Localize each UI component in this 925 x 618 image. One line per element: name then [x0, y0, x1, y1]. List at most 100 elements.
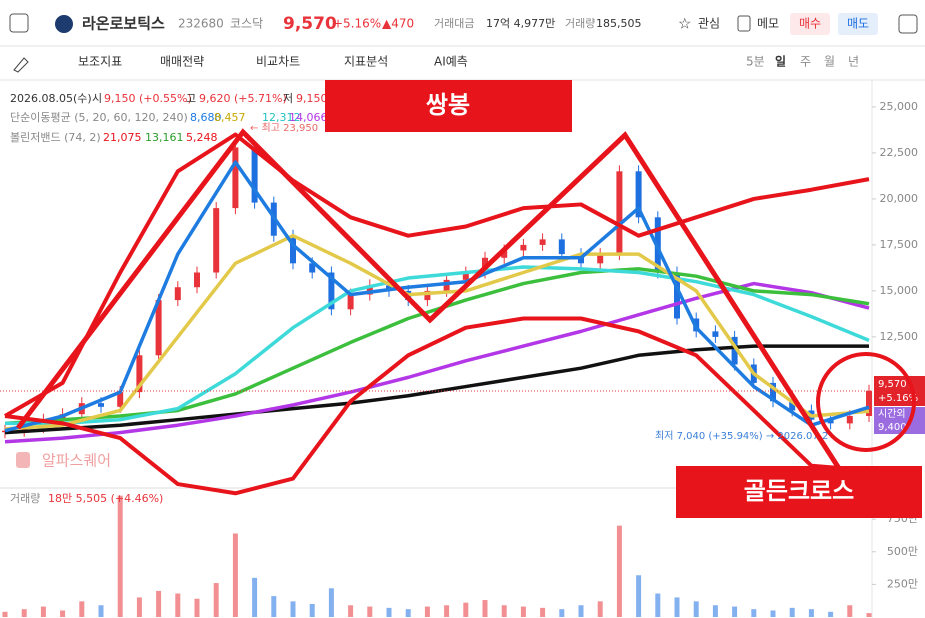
volume-bar — [136, 597, 142, 617]
pattern-line — [16, 128, 843, 472]
volume-bar — [636, 575, 642, 617]
bb-value: 21,075 — [103, 131, 142, 144]
period-tab[interactable]: 5분 — [746, 55, 765, 69]
volume-bar — [367, 606, 373, 617]
panel-icon[interactable] — [898, 14, 918, 34]
candle — [443, 279, 450, 291]
candle — [635, 171, 642, 218]
candle — [174, 287, 181, 301]
toolbar-item[interactable]: AI예측 — [434, 55, 468, 69]
volume-bar — [117, 495, 123, 617]
amount-label: 거래대금 — [434, 17, 474, 30]
volume-bar — [98, 605, 104, 617]
volume-tick-label: 250만 — [887, 577, 918, 590]
candle — [155, 300, 162, 356]
candle — [674, 272, 680, 319]
candle — [866, 390, 872, 417]
candle — [558, 239, 565, 255]
period-tab[interactable]: 일 — [775, 55, 786, 69]
volume-label: 거래량 — [565, 17, 595, 30]
sidebar-icon[interactable] — [9, 13, 29, 33]
candle — [597, 254, 604, 264]
volume-bar — [40, 606, 46, 617]
volume-bar — [712, 605, 718, 617]
volume-bar — [847, 605, 853, 617]
volume-value: 18만 5,505 (+4.46%) — [48, 492, 163, 505]
buy-button[interactable]: 매수 — [799, 17, 821, 31]
period-tab[interactable]: 년 — [848, 55, 859, 69]
candle — [501, 250, 508, 258]
highlight-circle — [816, 352, 916, 452]
label: 시 — [92, 92, 102, 105]
volume: 185,505 — [596, 17, 642, 30]
memo-button[interactable]: 메모 — [757, 17, 779, 31]
volume-bar — [655, 593, 661, 617]
ma-value: 12,312 — [262, 111, 301, 124]
watch-button[interactable]: 관심 — [698, 17, 720, 31]
ma-value: 8,457 — [214, 111, 246, 124]
memo-icon[interactable] — [737, 15, 751, 32]
volume-bar — [751, 609, 757, 617]
max-note: ← 최고 23,950 — [250, 122, 318, 134]
volume-bar — [693, 601, 699, 617]
volume-bar — [232, 533, 238, 617]
period-tab[interactable]: 월 — [824, 55, 835, 69]
volume-bar — [616, 525, 622, 617]
volume-bar — [770, 610, 776, 617]
toolbar-item[interactable]: 보조지표 — [78, 55, 122, 69]
bb-label: 볼린저밴드 (74, 2) — [10, 131, 101, 144]
volume-bar — [386, 607, 392, 617]
tag-pct: +5.16% — [878, 393, 918, 404]
indicator-line — [4, 132, 870, 418]
volume-label: 거래량 — [10, 492, 40, 505]
y-tick-label: 22,500 — [880, 146, 919, 159]
sell-button[interactable]: 매도 — [847, 17, 869, 31]
y-tick-label: 12,500 — [880, 330, 919, 343]
after-label: 시간외 — [878, 408, 906, 420]
candle — [290, 235, 296, 264]
volume-bar — [156, 590, 162, 617]
candle — [136, 355, 143, 393]
after-price: 9,400 — [878, 422, 907, 433]
volume-bar — [828, 611, 834, 617]
draw-icon[interactable] — [13, 57, 29, 73]
candle — [98, 403, 104, 407]
volume-bar — [540, 607, 546, 617]
candle — [731, 336, 738, 365]
price-tag — [874, 376, 925, 406]
toolbar-item[interactable]: 비교차트 — [256, 55, 300, 69]
volume-bar — [463, 602, 469, 617]
volume-bar — [789, 607, 795, 617]
sell-box[interactable] — [838, 13, 878, 35]
ma-label: 단순이동평균 (5, 20, 60, 120, 240) — [10, 111, 188, 124]
volume-bar — [213, 583, 219, 617]
tag-price: 9,570 — [878, 379, 907, 390]
toolbar-item[interactable]: 지표분석 — [344, 55, 388, 69]
banner-text: 골든크로스 — [744, 477, 854, 505]
candle — [616, 171, 623, 255]
volume-bar — [424, 606, 430, 617]
ma-value: 8,680 — [190, 111, 222, 124]
toolbar-item[interactable]: 매매전략 — [160, 55, 204, 69]
candle — [309, 263, 316, 273]
star-icon[interactable]: ☆ — [678, 15, 691, 33]
volume-bar — [866, 613, 872, 617]
indicator-line — [4, 160, 870, 433]
candle — [846, 416, 853, 424]
volume-bar — [60, 610, 66, 617]
stock-code: 232680 — [178, 17, 224, 31]
open: 9,150 (+0.55%) — [104, 92, 192, 105]
candle — [117, 392, 124, 407]
volume-bar — [2, 611, 8, 617]
volume-bar — [520, 606, 526, 617]
high: 9,620 (+5.71%) — [199, 92, 287, 105]
date: 2026.08.05(수) — [10, 92, 92, 105]
label: 저 — [283, 92, 293, 105]
period-tab[interactable]: 주 — [800, 55, 811, 69]
candle — [539, 239, 546, 245]
candle — [770, 382, 776, 402]
change: ▲470 — [382, 17, 414, 31]
buy-box[interactable] — [790, 13, 830, 35]
